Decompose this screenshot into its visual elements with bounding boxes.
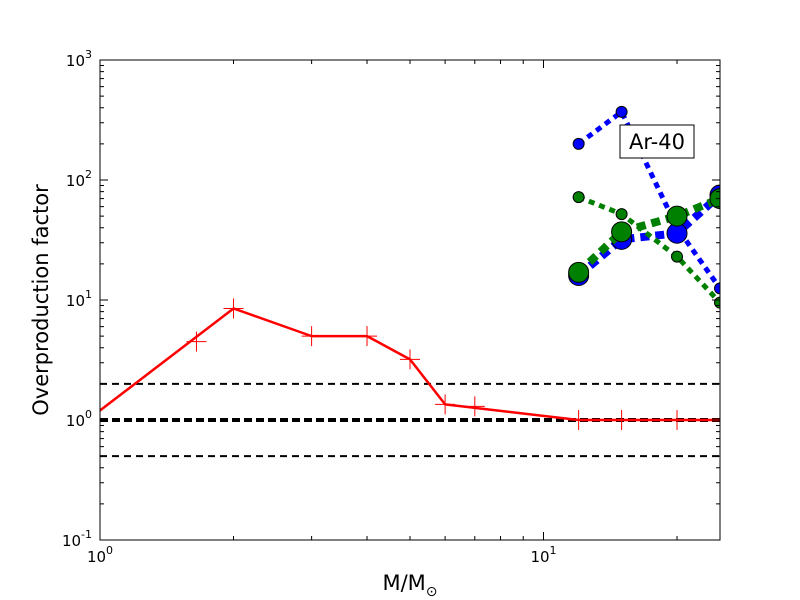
y-tick-label-0: 10-1 (62, 528, 92, 550)
series-1-marker-4 (400, 349, 420, 370)
y-tick-label-2-exponent: 1 (85, 288, 92, 301)
series-1-marker-9 (667, 410, 688, 430)
series-0-line (100, 307, 720, 422)
x-tick-label-0: 100 (87, 544, 113, 566)
y-axis-label: Overproduction factor (29, 184, 53, 416)
y-tick-label-1-exponent: 0 (85, 408, 92, 421)
y-tick-label-3-base: 10 (66, 172, 85, 190)
series-5 (568, 188, 720, 283)
y-tick-label-0-exponent: -1 (81, 528, 92, 541)
series-4-marker-2 (671, 250, 684, 263)
series-2-marker-0 (572, 137, 585, 150)
x-tick-label-1-exponent: 1 (550, 544, 557, 557)
y-tick-label-2-base: 10 (66, 292, 85, 310)
x-axis-label-subscript: ⊙ (426, 584, 438, 600)
series-1-marker-0 (186, 331, 207, 352)
y-tick-label-1-base: 10 (66, 412, 85, 430)
series-1-marker-7 (568, 410, 589, 430)
series-3-line (576, 192, 720, 279)
series-5-marker-3 (709, 188, 720, 210)
x-tick-label-0-base: 10 (87, 548, 106, 566)
x-axis-label-text: M/M (382, 571, 425, 595)
y-tick-label-4: 103 (66, 48, 92, 70)
y-tick-label-2: 101 (66, 288, 92, 310)
series-1-marker-8 (611, 410, 632, 430)
series-2-marker-3 (714, 282, 720, 295)
y-tick-label-1: 100 (66, 408, 92, 430)
series-layer (100, 105, 720, 430)
series-5-marker-2 (666, 205, 688, 227)
series-0 (100, 307, 720, 422)
annotation-frame (619, 124, 695, 159)
series-4-line (577, 194, 720, 305)
series-1-marker-1 (223, 298, 244, 319)
series-5-marker-0 (568, 261, 590, 283)
series-2-marker-1 (615, 105, 628, 118)
annotation-box: Ar-40 (619, 124, 695, 159)
series-1-marker-5 (435, 394, 456, 415)
y-tick-label-3-exponent: 2 (85, 168, 92, 181)
series-5-line (575, 194, 720, 276)
series-1-marker-2 (301, 326, 322, 347)
x-tick-label-1-base: 10 (530, 548, 549, 566)
series-1-marker-6 (464, 396, 485, 417)
plot-area (100, 60, 720, 540)
series-5-marker-1 (611, 221, 633, 243)
y-tick-label-0-base: 10 (62, 532, 81, 550)
x-tick-label-0-exponent: 0 (106, 544, 113, 557)
y-tick-label-4-exponent: 3 (85, 48, 92, 61)
series-4 (572, 191, 720, 309)
series-1 (186, 298, 688, 430)
series-1-marker-3 (357, 326, 378, 347)
x-axis-label: M/M⊙ (382, 571, 437, 600)
series-4-marker-1 (615, 208, 628, 221)
series-2-line (577, 107, 720, 290)
annotation-label: Ar-40 (629, 130, 685, 154)
x-tick-label-1: 101 (530, 544, 556, 566)
series-2 (572, 105, 720, 295)
y-tick-label-4-base: 10 (66, 52, 85, 70)
series-4-marker-0 (572, 191, 585, 204)
y-tick-label-3: 102 (66, 168, 92, 190)
